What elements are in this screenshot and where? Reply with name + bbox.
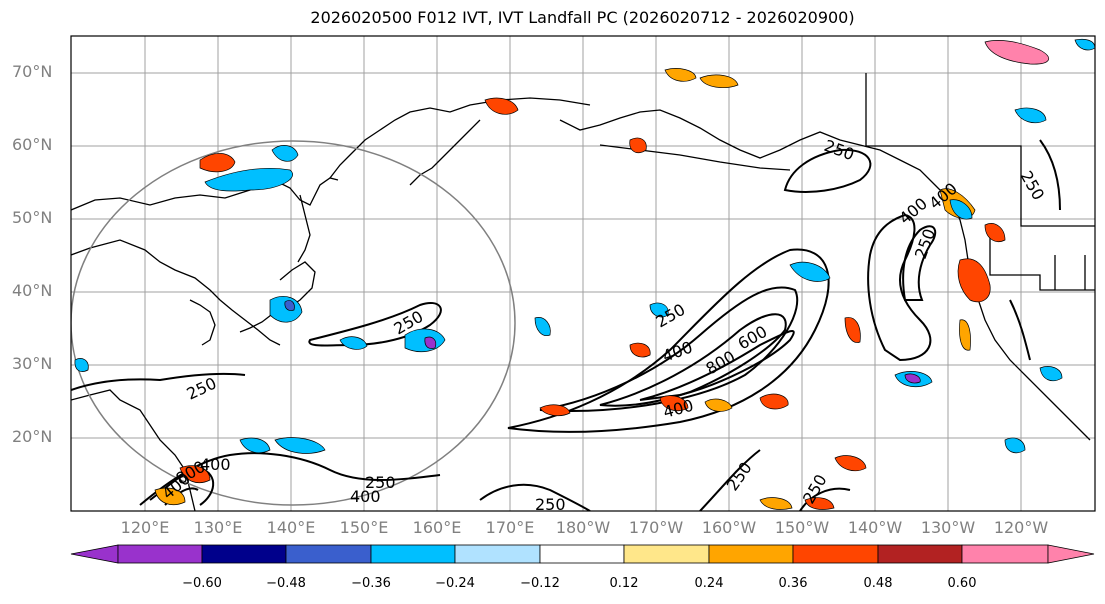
- colorbar-tick: 0.60: [947, 576, 977, 591]
- lat-label: 60°N: [12, 135, 53, 154]
- coastlines: [71, 73, 1095, 511]
- colorbar-bin: [539, 544, 625, 564]
- graticule: [71, 36, 1095, 511]
- lat-label: 30°N: [12, 354, 53, 373]
- lon-label: 130°E: [193, 518, 243, 537]
- map-title: 2026020500 F012 IVT, IVT Landfall PC (20…: [310, 8, 855, 27]
- colorbar-tick: 0.48: [863, 576, 893, 591]
- colorbar-bin: [623, 544, 710, 564]
- contour-label: 250: [535, 495, 566, 514]
- ivt-pc-shading: [74, 38, 1095, 510]
- colorbar-bin: [285, 544, 372, 564]
- colorbar-bin: [201, 544, 287, 564]
- colorbar-tick: −0.60: [182, 576, 222, 591]
- lon-label: 160°E: [412, 518, 462, 537]
- colorbar-bin: [370, 544, 456, 564]
- contour-label: 250: [365, 473, 396, 492]
- colorbar-tick: 0.24: [694, 576, 724, 591]
- colorbar-tick: 0.36: [778, 576, 808, 591]
- colorbar-tick: −0.24: [435, 576, 475, 591]
- contour-label: 400: [660, 337, 695, 365]
- colorbar-bin: [792, 544, 879, 564]
- colorbar-bin: [877, 544, 963, 564]
- contour-label: 400: [350, 487, 381, 506]
- colorbar-extend-high: [1047, 544, 1095, 564]
- colorbar-tick: −0.48: [266, 576, 306, 591]
- lon-label: 120°E: [120, 518, 170, 537]
- lat-label: 40°N: [12, 281, 53, 300]
- colorbar-bin: [454, 544, 541, 564]
- lat-label: 70°N: [12, 62, 53, 81]
- colorbar: [70, 544, 1095, 564]
- lon-label: 130°W: [920, 518, 976, 537]
- colorbar-tick: −0.12: [520, 576, 560, 591]
- colorbar-bin: [708, 544, 794, 564]
- lon-label: 140°E: [266, 518, 316, 537]
- contour-label: 250: [822, 136, 857, 164]
- lon-label: 170°E: [485, 518, 535, 537]
- contour-label: 400: [200, 455, 231, 474]
- contour-label: 250: [184, 373, 220, 403]
- map-frame: [70, 35, 1096, 512]
- colorbar-bin: [117, 544, 203, 564]
- lon-label: 160°W: [701, 518, 757, 537]
- contour-label: 250: [723, 458, 756, 494]
- lon-label: 120°W: [993, 518, 1049, 537]
- colorbar-tick: −0.36: [351, 576, 391, 591]
- lon-label: 170°W: [628, 518, 684, 537]
- lon-label: 180°W: [555, 518, 611, 537]
- landfall-region-circle: [71, 140, 516, 506]
- colorbar-tick: 0.12: [609, 576, 639, 591]
- colorbar-bin: [961, 544, 1049, 564]
- lat-label: 20°N: [12, 427, 53, 446]
- lat-label: 50°N: [12, 208, 53, 227]
- colorbar-extend-low: [70, 544, 119, 564]
- lon-label: 150°E: [339, 518, 389, 537]
- lon-label: 150°W: [774, 518, 830, 537]
- lon-label: 140°W: [847, 518, 903, 537]
